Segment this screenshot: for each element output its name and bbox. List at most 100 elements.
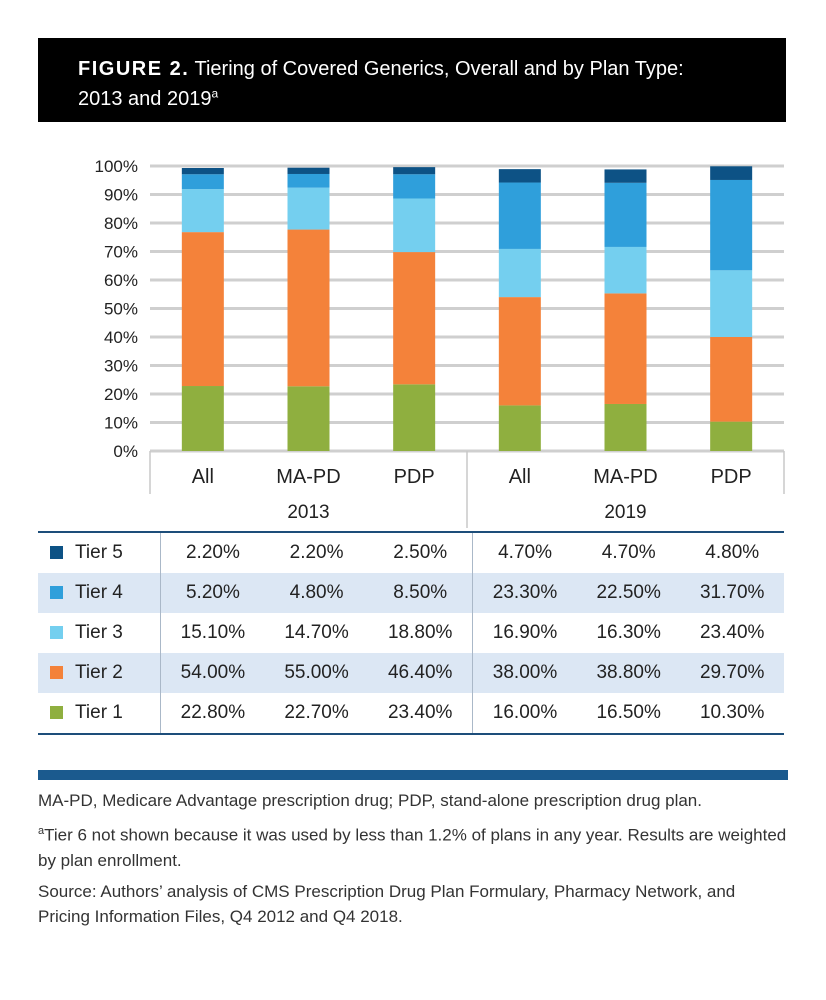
y-tick-label: 100% (95, 157, 138, 176)
x-category-label: All (192, 466, 214, 488)
bar-segment (181, 174, 224, 190)
data-label: 5.20% (159, 573, 265, 613)
figure-title-line2: 2013 and 2019 (78, 88, 212, 110)
data-label: 29.70% (680, 653, 784, 693)
bar-segment (604, 403, 647, 451)
data-label: 23.40% (699, 622, 765, 643)
y-tick-label: 80% (104, 214, 138, 233)
y-tick-label: 0% (113, 442, 138, 461)
y-tick-label: 60% (104, 271, 138, 290)
legend-label: Tier 5 (75, 542, 123, 563)
data-label: 31.70% (680, 573, 784, 613)
data-label: 4.80% (264, 573, 369, 613)
bar-segment (498, 297, 541, 406)
bar-segment (498, 248, 541, 298)
legend-label: Tier 2 (75, 662, 123, 683)
data-label: 38.00% (472, 653, 577, 693)
data-label: 15.10% (159, 613, 265, 653)
footnote-mark: a (38, 825, 45, 837)
x-group-label: 2013 (287, 502, 329, 523)
data-label: 16.00% (472, 693, 577, 734)
bar-segment (604, 182, 647, 247)
legend-swatch (50, 706, 63, 719)
x-category-label: PDP (394, 466, 435, 488)
abbreviations-note: MA-PD, Medicare Advantage prescription d… (38, 791, 702, 810)
x-category-label: All (509, 466, 531, 488)
legend-swatch (50, 586, 63, 599)
bar-segment (181, 167, 224, 175)
legend-label: Tier 4 (75, 582, 123, 603)
y-tick-label: 10% (104, 414, 138, 433)
notes: MA-PD, Medicare Advantage prescription d… (38, 788, 788, 935)
data-label: 16.50% (596, 702, 661, 723)
figure-title: Tiering of Covered Generics, Overall and… (194, 58, 684, 80)
data-label: 4.70% (472, 532, 577, 573)
legend-cell: Tier 3 (38, 613, 161, 653)
bar-segment (393, 252, 436, 385)
bar-segment (498, 182, 541, 249)
data-label: 54.00% (159, 653, 265, 693)
legend-cell: Tier 2 (38, 653, 161, 693)
legend-label: Tier 3 (75, 622, 123, 643)
legend-cell: Tier 1 (38, 693, 161, 734)
y-tick-label: 90% (104, 186, 138, 205)
y-tick-label: 20% (104, 385, 138, 404)
data-label: 2.50% (393, 542, 448, 563)
figure-label: FIGURE 2. (78, 58, 190, 80)
bar-segment (498, 169, 541, 183)
bar-segment (604, 169, 647, 183)
legend-cell: Tier 4 (38, 573, 161, 613)
bar-segment (287, 167, 330, 174)
bar-segment (710, 337, 753, 422)
legend-swatch (50, 626, 63, 639)
footnote: aTier 6 not shown because it was used by… (38, 819, 788, 873)
x-category-label: PDP (711, 466, 752, 488)
data-label: 10.30% (699, 702, 765, 723)
bar-segment (498, 405, 541, 451)
table-row: Tier 4 5.20% 4.80% 8.50% 23.30% 22.50% 31.70% (38, 573, 784, 613)
bar-segment (287, 386, 330, 451)
stacked-bar-chart: 0% 10% 20% 30% 40% 50% 60% 70% 80% 90% 100% All MA-P… (95, 157, 785, 528)
x-category-label: MA-PD (276, 466, 340, 488)
legend-swatch (50, 546, 63, 559)
data-label: 22.80% (159, 693, 265, 734)
bar-segment (710, 421, 753, 451)
table-row: Tier 3 15.10% 14.70% 18.80% 16.90% 16.30% 23.4… (38, 613, 784, 653)
footnote-text: Tier 6 not shown because it was used by … (38, 825, 787, 870)
data-label: 16.90% (472, 613, 577, 653)
table-row: Tier 2 54.00% 55.00% 46.40% 38.00% 38.80% 29.7… (38, 653, 784, 693)
y-tick-label: 50% (104, 300, 138, 319)
title-footnote-mark: a (211, 86, 219, 101)
source-note: Source: Authors’ analysis of CMS Prescri… (38, 881, 736, 926)
data-label: 2.20% (289, 542, 344, 563)
bar-segment (393, 174, 436, 199)
data-label: 38.80% (576, 653, 681, 693)
table-row: Tier 1 22.80% 22.70% 23.40% 16.00% 16.50% 10.3… (38, 693, 784, 734)
legend-swatch (50, 666, 63, 679)
bar-segment (604, 293, 647, 404)
bar-segment (181, 189, 224, 233)
data-label: 8.50% (368, 573, 473, 613)
bar-segment (393, 384, 436, 451)
data-label: 4.70% (601, 542, 656, 563)
bar-segment (710, 166, 753, 180)
figure-header: FIGURE 2. Tiering of Covered Generics, O… (38, 38, 786, 122)
bar-segment (287, 173, 330, 188)
bar-segment (710, 179, 753, 271)
x-group-label: 2019 (604, 502, 646, 523)
data-label: 14.70% (284, 622, 349, 643)
legend-cell: Tier 5 (38, 532, 161, 573)
bar-segment (710, 270, 753, 337)
bar-segment (287, 229, 330, 387)
x-category-label: MA-PD (593, 466, 657, 488)
table-row: Tier 5 2.20% 2.20% 2.50% 4.70% 4.70% 4.80% (38, 532, 784, 573)
data-label: 18.80% (387, 622, 453, 643)
data-table: Tier 5 2.20% 2.20% 2.50% 4.70% 4.70% 4.80% Tier… (38, 531, 784, 735)
y-tick-label: 70% (104, 243, 138, 262)
data-label: 22.70% (284, 702, 349, 723)
data-label: 4.80% (705, 542, 760, 563)
bar-segment (393, 167, 436, 175)
data-label: 46.40% (368, 653, 473, 693)
divider-bar (38, 770, 788, 780)
data-label: 55.00% (264, 653, 369, 693)
